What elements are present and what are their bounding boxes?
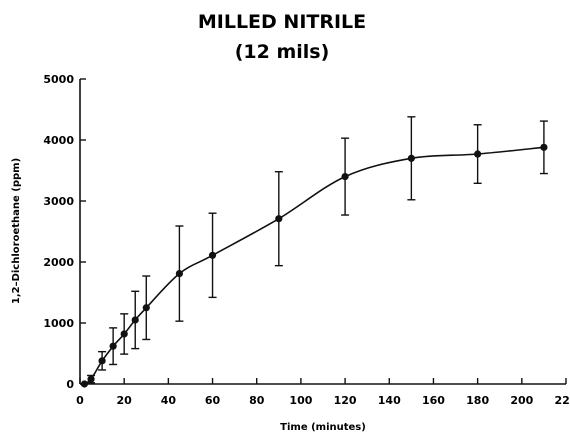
- data-point: [109, 342, 117, 350]
- x-tick-label: 20: [117, 394, 133, 407]
- data-point: [341, 173, 349, 181]
- data-point: [474, 150, 482, 158]
- y-ticks: 0 1000 2000 3000 4000 5000: [43, 73, 86, 391]
- y-axis-label: 1,2–Dichloroethane (ppm): [11, 158, 22, 304]
- data-point: [142, 304, 150, 312]
- x-tick-label: 80: [249, 394, 265, 407]
- x-ticks: 0 20 40 60 80 100 120 140 160 180 200 220: [76, 378, 570, 407]
- x-axis-label: Time (minutes): [280, 422, 366, 433]
- y-tick-label: 3000: [43, 195, 74, 208]
- data-point: [98, 357, 106, 365]
- data-point: [175, 269, 184, 278]
- x-tick-label: 200: [510, 394, 533, 407]
- y-tick-label: 1000: [43, 317, 74, 330]
- data-point: [275, 215, 283, 223]
- x-tick-label: 180: [466, 394, 489, 407]
- x-tick-label: 0: [76, 394, 84, 407]
- data-point: [407, 154, 415, 162]
- y-tick-label: 0: [66, 378, 74, 391]
- data-point: [540, 143, 548, 151]
- data-point: [87, 375, 95, 383]
- data-point: [80, 380, 89, 388]
- x-tick-label: 140: [378, 394, 401, 407]
- data-point: [131, 316, 139, 324]
- x-tick-label: 160: [422, 394, 445, 407]
- y-tick-label: 4000: [43, 134, 74, 147]
- x-tick-label: 40: [161, 394, 177, 407]
- y-tick-label: 5000: [43, 73, 74, 86]
- chart-subtitle: (12 mils): [235, 41, 330, 63]
- x-tick-label: 220: [555, 394, 570, 407]
- x-tick-label: 120: [334, 394, 357, 407]
- y-tick-label: 2000: [43, 256, 74, 269]
- data-point: [208, 251, 217, 259]
- x-tick-label: 100: [289, 394, 312, 407]
- data-points: [80, 143, 548, 388]
- data-point: [120, 330, 128, 338]
- x-tick-label: 60: [205, 394, 221, 407]
- chart-title: MILLED NITRILE: [198, 11, 366, 33]
